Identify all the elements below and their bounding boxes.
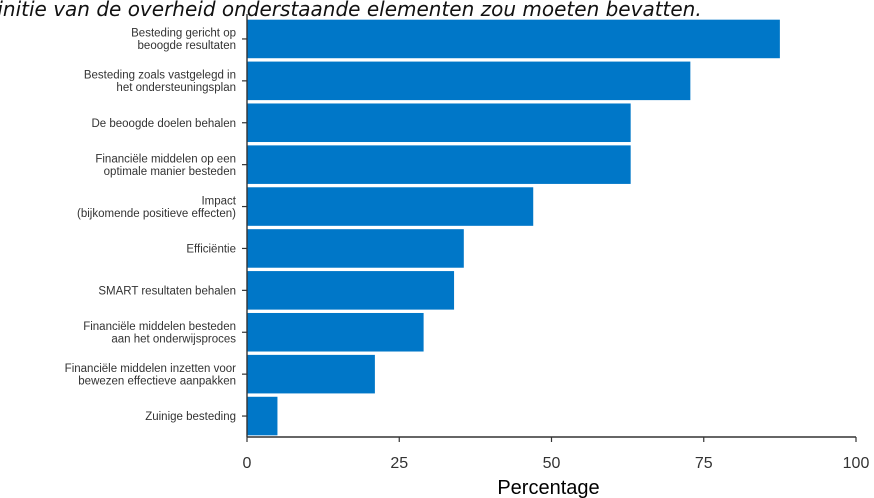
y-tick-label: Financiële middelen inzetten voor — [65, 363, 236, 375]
bar — [247, 229, 464, 268]
y-tick-label: Financiële middelen op een — [95, 153, 236, 165]
y-tick-label: Efficiëntie — [186, 243, 236, 255]
y-tick-label: Besteding gericht op — [131, 28, 236, 40]
y-tick-label: het ondersteuningsplan — [116, 82, 236, 94]
bar — [247, 19, 780, 59]
bar — [247, 145, 631, 184]
y-tick-label: bewezen effectieve aanpakken — [78, 375, 236, 387]
bar — [247, 396, 278, 436]
y-tick-label: SMART resultaten behalen — [98, 285, 236, 297]
x-axis: 0 25 50 75 100 Percentage — [243, 14, 870, 498]
x-tick-label: 100 — [843, 455, 870, 472]
x-tick-label: 25 — [390, 455, 408, 472]
bar — [247, 103, 631, 143]
bar — [247, 187, 534, 226]
x-tick-label: 75 — [695, 455, 713, 472]
x-tick-label: 50 — [543, 455, 561, 472]
bar — [247, 271, 455, 310]
y-tick-label: Financiële middelen besteden — [83, 321, 236, 333]
y-tick-label: beoogde resultaten — [138, 40, 236, 52]
y-tick-label: (bijkomende positieve effecten) — [77, 208, 236, 220]
x-tick-label: 0 — [243, 455, 252, 472]
bars — [247, 19, 780, 436]
bar — [247, 354, 375, 394]
bar — [247, 312, 424, 352]
bar — [247, 61, 691, 101]
y-tick-label: Zuinige besteding — [145, 411, 236, 423]
x-axis-title: Percentage — [497, 477, 599, 498]
chart-caption: finitie van de overheid onderstaande ele… — [0, 0, 702, 19]
y-tick-label: Besteding zoals vastgelegd in — [84, 70, 236, 82]
y-tick-label: aan het onderwijsproces — [111, 334, 236, 346]
y-tick-label: De beoogde doelen behalen — [91, 118, 236, 130]
y-tick-label: Impact — [201, 195, 236, 207]
y-tick-label: optimale manier besteden — [104, 166, 236, 178]
